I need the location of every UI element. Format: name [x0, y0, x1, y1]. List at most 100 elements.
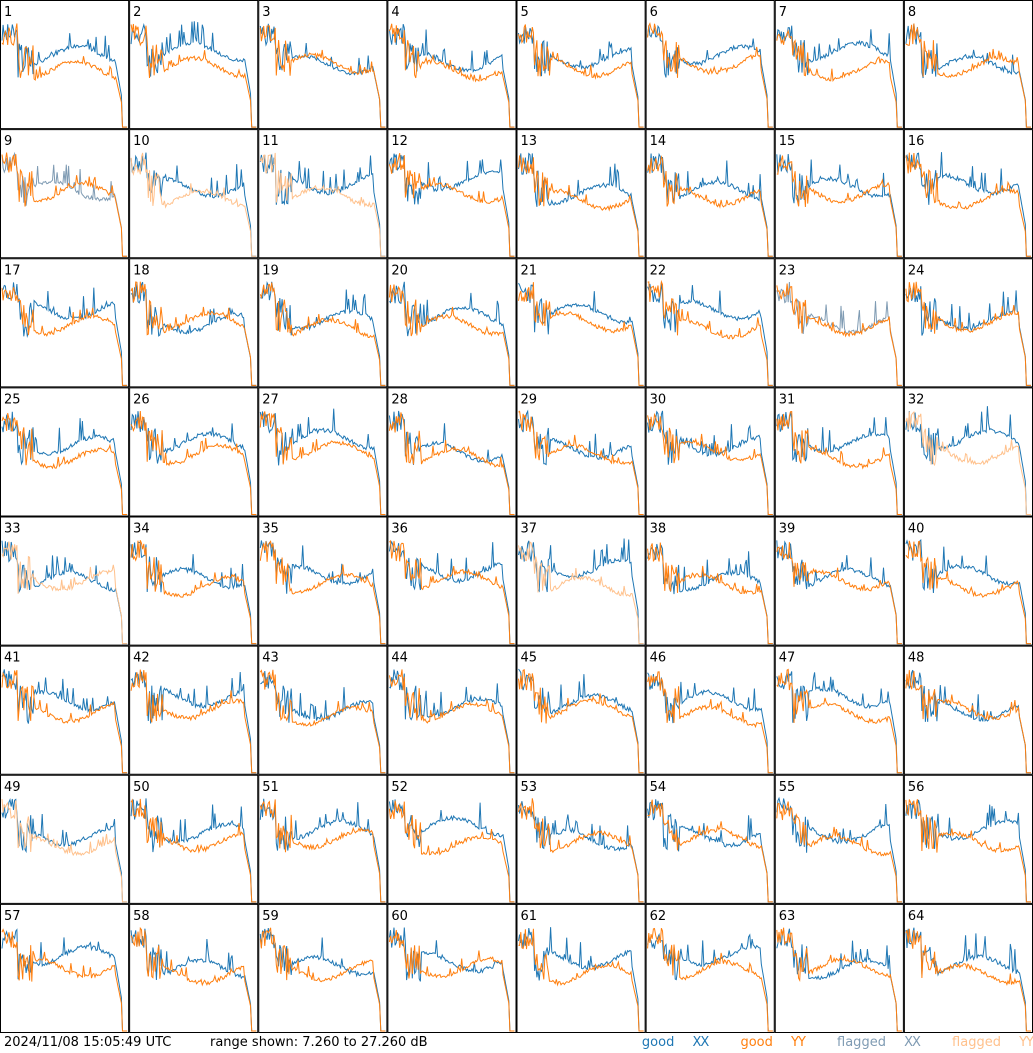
panel-label: 7 — [779, 5, 787, 20]
panel-32: 32 — [903, 387, 1033, 517]
good-xx-line — [130, 671, 257, 774]
panel-frame — [0, 258, 130, 388]
panel-label: 58 — [133, 909, 150, 924]
panel-label: 45 — [521, 651, 538, 666]
panel-label: 48 — [908, 651, 925, 666]
panel-40: 40 — [903, 516, 1033, 646]
panel-label: 25 — [4, 392, 21, 407]
panel-frame — [258, 0, 388, 130]
panel-label: 62 — [650, 909, 667, 924]
panel-58: 58 — [129, 903, 259, 1033]
panel-label: 47 — [779, 651, 796, 666]
good-xx-line — [130, 281, 257, 386]
good-xx-line — [259, 928, 386, 1032]
panel-frame — [645, 0, 775, 130]
legend-good-xx: good XX — [641, 1035, 709, 1050]
panel-39: 39 — [774, 516, 904, 646]
panel-49: 49 — [0, 774, 130, 904]
panel-25: 25 — [0, 387, 130, 517]
good-yy-line — [776, 927, 902, 1032]
panel-label: 36 — [391, 522, 408, 537]
good-xx-line — [260, 281, 386, 386]
panel-27: 27 — [258, 387, 388, 517]
good-xx-line — [388, 24, 515, 128]
panel-label: 20 — [391, 263, 408, 278]
panel-label: 13 — [521, 134, 538, 149]
panel-5: 5 — [516, 0, 646, 130]
good-yy-line — [905, 23, 1031, 128]
good-yy-line — [130, 669, 257, 774]
good-yy-line — [647, 671, 773, 774]
panel-52: 52 — [387, 774, 517, 904]
good-yy-line — [776, 411, 902, 515]
panel-50: 50 — [129, 774, 259, 904]
good-xx-line — [130, 798, 257, 903]
panel-frame — [258, 129, 388, 259]
good-yy-line — [130, 926, 257, 1032]
good-yy-line — [388, 412, 515, 515]
panel-label: 41 — [4, 651, 21, 666]
good-xx-line — [776, 928, 902, 1032]
legend: good XX good YY flagged XX flagged YY — [614, 1033, 1033, 1053]
panel-label: 26 — [133, 392, 150, 407]
panel-frame — [516, 645, 646, 775]
panel-label: 59 — [262, 909, 279, 924]
good-yy-line — [259, 282, 386, 386]
good-xx-line — [647, 933, 773, 1032]
panel-label: 53 — [521, 780, 538, 795]
good-xx-line — [518, 668, 644, 774]
good-yy-line — [647, 927, 773, 1032]
panel-label: 42 — [133, 651, 150, 666]
flagged-yy-line — [130, 152, 257, 257]
panel-8: 8 — [903, 0, 1033, 130]
good-xx-line — [905, 23, 1031, 128]
panel-label: 15 — [779, 134, 796, 149]
good-yy-line — [389, 539, 515, 645]
good-xx-line — [647, 799, 773, 903]
panel-label: 18 — [133, 263, 150, 278]
panel-10: 10 — [129, 129, 259, 259]
good-yy-line — [776, 542, 902, 645]
panel-label: 40 — [908, 522, 925, 537]
good-yy-line — [130, 798, 257, 903]
good-xx-line — [1, 797, 128, 903]
panel-label: 54 — [650, 780, 667, 795]
good-yy-line — [905, 281, 1031, 386]
panel-frame — [774, 645, 904, 775]
good-yy-line — [647, 22, 773, 128]
panel-24: 24 — [903, 258, 1033, 388]
panel-label: 52 — [391, 780, 408, 795]
panel-45: 45 — [516, 645, 646, 775]
good-yy-line — [259, 25, 386, 128]
good-xx-line — [647, 282, 773, 386]
good-yy-line — [647, 279, 773, 386]
good-yy-line — [905, 152, 1031, 257]
good-yy-line — [518, 928, 644, 1032]
panel-label: 32 — [908, 392, 925, 407]
good-xx-line — [130, 21, 257, 128]
panel-15: 15 — [774, 129, 904, 259]
panel-12: 12 — [387, 129, 517, 259]
good-yy-line — [130, 410, 257, 515]
panel-label: 11 — [262, 134, 279, 149]
panel-label: 12 — [391, 134, 408, 149]
panel-label: 51 — [262, 780, 279, 795]
good-yy-line — [388, 669, 515, 774]
good-yy-line — [259, 799, 386, 903]
good-xx-line — [1, 411, 128, 515]
good-yy-line — [776, 668, 902, 774]
panel-label: 49 — [4, 780, 21, 795]
good-yy-line — [518, 282, 644, 386]
panel-label: 24 — [908, 263, 925, 278]
good-yy-line — [905, 540, 1031, 645]
good-xx-line — [647, 24, 773, 128]
panel-28: 28 — [387, 387, 517, 517]
panel-label: 44 — [391, 651, 408, 666]
flagged-xx-line — [776, 281, 902, 386]
panel-frame — [903, 387, 1033, 517]
timestamp: 2024/11/08 15:05:49 UTC — [4, 1035, 172, 1050]
good-xx-line — [518, 282, 644, 386]
panel-3: 3 — [258, 0, 388, 130]
panel-frame — [516, 774, 646, 904]
good-yy-line — [259, 669, 386, 774]
